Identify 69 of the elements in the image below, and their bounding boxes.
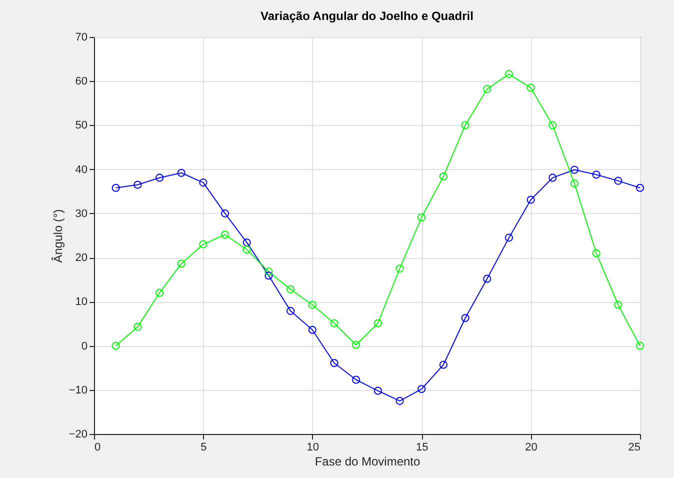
point — [396, 264, 404, 273]
y-tick-label: −20 — [68, 428, 88, 440]
x-tick-label: 10 — [306, 442, 320, 454]
x-tick-label: 25 — [628, 442, 640, 454]
x-axis-title: Fase do Movimento — [314, 454, 421, 468]
point — [286, 306, 295, 315]
y-tick-label: 70 — [75, 32, 88, 44]
point — [374, 386, 382, 395]
point — [483, 274, 492, 283]
point — [242, 238, 251, 247]
point — [308, 326, 316, 334]
point — [504, 234, 513, 242]
y-tick-label: −10 — [68, 384, 88, 396]
point — [286, 285, 295, 294]
point — [134, 322, 142, 331]
point — [418, 384, 426, 394]
point — [112, 184, 120, 192]
point — [134, 180, 142, 189]
point — [221, 230, 230, 239]
point — [614, 300, 622, 309]
y-tick-label: 20 — [75, 252, 88, 264]
point — [592, 170, 600, 179]
y-tick-label: 10 — [75, 296, 88, 308]
y-tick-label: 60 — [75, 76, 88, 88]
point — [548, 174, 557, 182]
point — [155, 174, 164, 182]
point — [592, 249, 600, 258]
point — [570, 166, 579, 174]
point — [526, 196, 535, 204]
point — [352, 340, 360, 349]
y-tick-label: 40 — [75, 164, 88, 176]
point — [548, 121, 557, 130]
y-tick-label: 30 — [75, 208, 88, 220]
point — [112, 342, 120, 350]
point — [570, 179, 579, 188]
point — [526, 84, 535, 92]
point — [264, 272, 273, 280]
point — [264, 268, 273, 276]
point — [199, 240, 208, 248]
point — [374, 319, 382, 328]
point — [221, 209, 230, 218]
point — [418, 213, 426, 222]
y-tick-label: 50 — [75, 120, 88, 132]
x-tick-label: 5 — [200, 442, 207, 454]
point — [330, 358, 338, 368]
point — [155, 288, 164, 297]
point — [439, 360, 448, 369]
point — [614, 176, 622, 185]
y-tick-label: 0 — [81, 340, 88, 352]
point — [636, 184, 644, 192]
point — [461, 121, 470, 130]
point — [177, 168, 186, 177]
point — [308, 300, 316, 309]
point — [242, 246, 251, 254]
point — [504, 70, 513, 78]
point — [483, 85, 492, 94]
x-tick-label: 20 — [525, 442, 538, 454]
point — [439, 172, 448, 180]
chart-title: Variação Angular do Joelho e Quadril — [260, 9, 474, 23]
x-tick-label: 15 — [416, 442, 428, 454]
point — [330, 319, 338, 328]
point — [396, 396, 404, 405]
point — [352, 376, 360, 384]
x-tick-label: 0 — [94, 442, 101, 454]
point — [199, 178, 208, 187]
point — [636, 342, 644, 350]
point — [177, 260, 186, 268]
point — [461, 314, 470, 322]
y-axis-title: Ângulo (°) — [50, 209, 65, 263]
